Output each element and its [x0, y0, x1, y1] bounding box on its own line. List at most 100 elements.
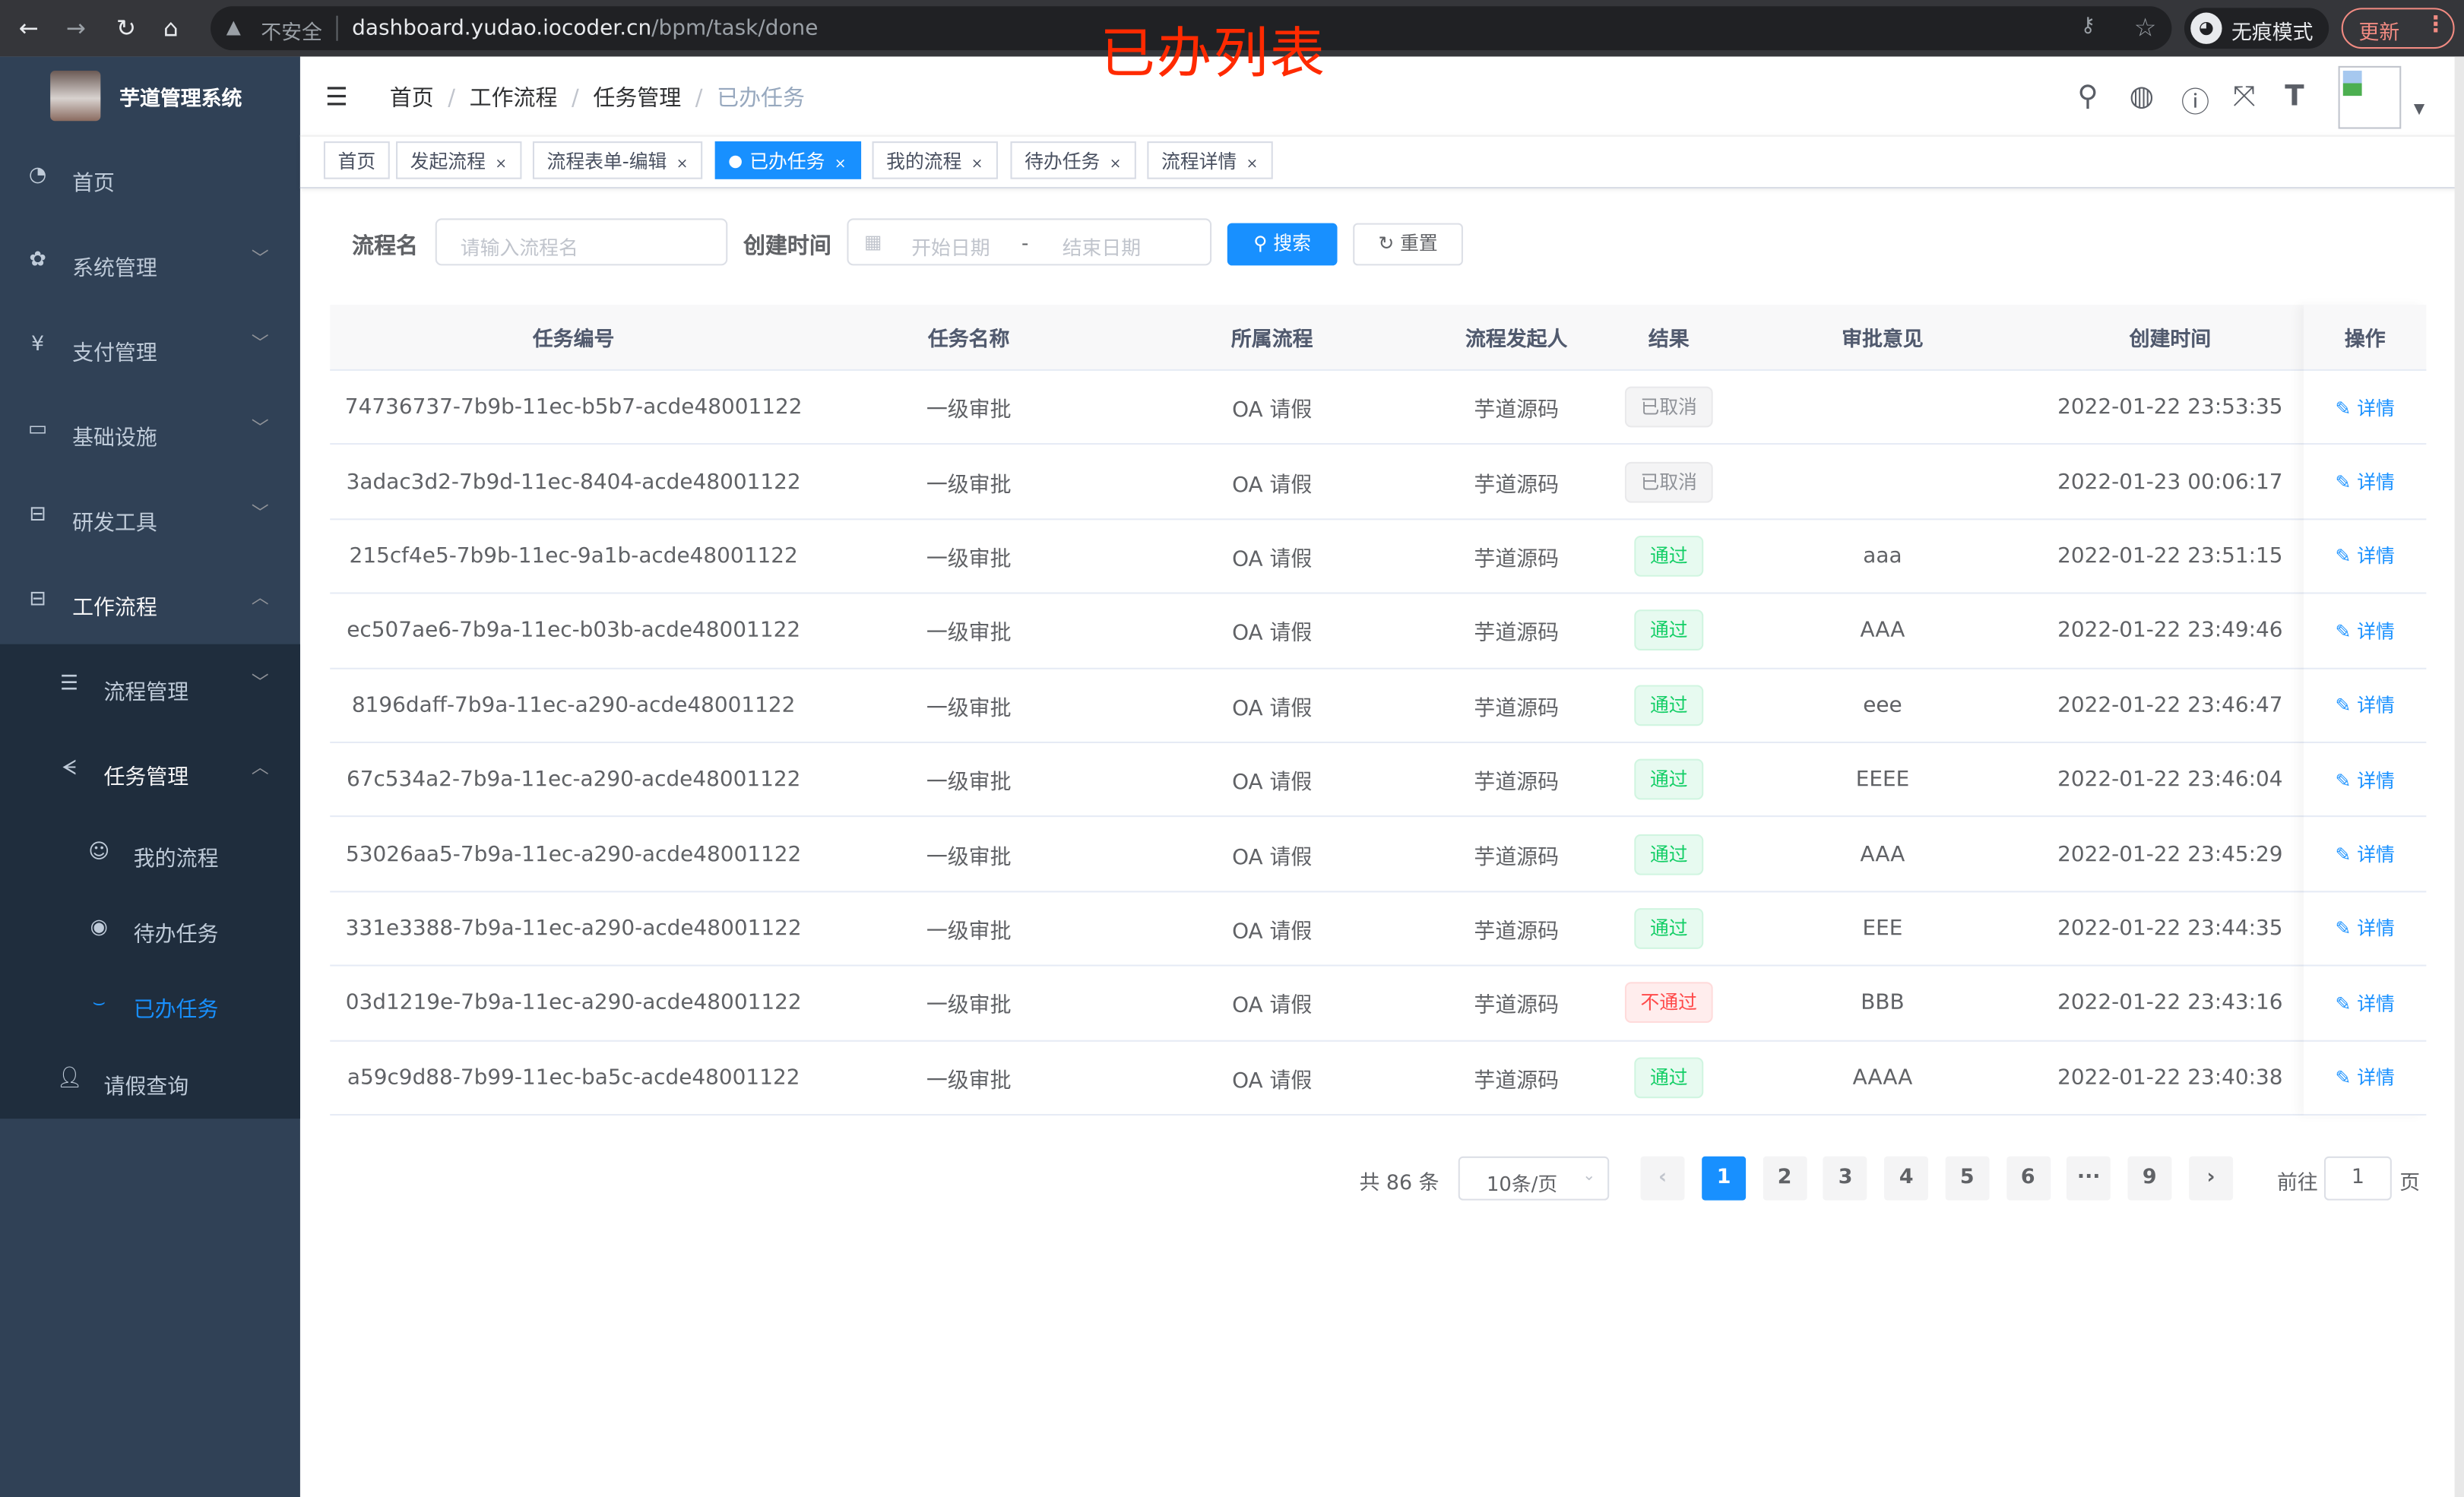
- task-id-cell: 74736737-7b9b-11ec-b5b7-acde48001122: [330, 371, 817, 444]
- result-badge: 通过: [1634, 609, 1704, 651]
- tag-home[interactable]: 首页: [323, 141, 390, 179]
- page-scrollbar[interactable]: [2454, 56, 2464, 1497]
- page-button[interactable]: 5: [1945, 1156, 1990, 1201]
- starter: 芋道源码: [1474, 397, 1560, 423]
- sidebar-item-pay[interactable]: ¥ 支付管理 ﹀: [0, 305, 300, 390]
- detail-link[interactable]: ✎ 详情: [2336, 468, 2395, 495]
- comment-cell: AAA: [1728, 818, 2036, 891]
- breadcrumb-item[interactable]: 工作流程: [469, 86, 558, 112]
- tag-done-tasks[interactable]: 已办任务 ×: [714, 141, 861, 179]
- hamburger-icon[interactable]: ☰: [325, 81, 348, 112]
- close-icon[interactable]: ×: [1246, 157, 1259, 173]
- search-icon[interactable]: ⚲: [2077, 80, 2098, 113]
- sidebar-item-infra[interactable]: ▭ 基础设施 ﹀: [0, 390, 300, 475]
- search-button[interactable]: ⚲ 搜索: [1227, 223, 1338, 266]
- page-button[interactable]: 6: [2006, 1156, 2051, 1201]
- sidebar-item-home[interactable]: ◔ 首页: [0, 135, 300, 220]
- sidebar-item-my-process[interactable]: ☺ 我的流程: [0, 814, 300, 889]
- action-cell: ✎ 详情: [2304, 818, 2426, 891]
- help-icon[interactable]: ⓘ: [2181, 86, 2210, 120]
- page-button[interactable]: 3: [1823, 1156, 1868, 1201]
- page-size-select[interactable]: 10条/页 ⌄: [1458, 1156, 1610, 1201]
- detail-link[interactable]: ✎ 详情: [2336, 692, 2395, 718]
- starter: 芋道源码: [1474, 472, 1560, 498]
- tag-form-edit[interactable]: 流程表单-编辑 ×: [532, 141, 702, 179]
- back-icon[interactable]: ←: [18, 14, 39, 43]
- user-icon: 👤︎: [56, 1066, 83, 1090]
- tag-process-detail[interactable]: 流程详情 ×: [1147, 141, 1272, 179]
- end-date-input[interactable]: 结束日期: [1062, 236, 1142, 260]
- close-icon[interactable]: ×: [1109, 157, 1122, 173]
- incognito-indicator[interactable]: ◕ 无痕模式: [2184, 8, 2329, 49]
- detail-link[interactable]: ✎ 详情: [2336, 617, 2395, 644]
- forward-icon[interactable]: →: [65, 14, 86, 43]
- close-icon[interactable]: ×: [971, 157, 983, 173]
- detail-link[interactable]: ✎ 详情: [2336, 915, 2395, 942]
- reset-button[interactable]: ↻ 重置: [1353, 223, 1463, 266]
- update-button[interactable]: 更新 ⋮: [2341, 8, 2455, 49]
- github-icon[interactable]: ◍: [2129, 80, 2155, 113]
- home-icon[interactable]: ⌂: [163, 14, 179, 43]
- breadcrumb-item[interactable]: 首页: [389, 86, 434, 112]
- page-button[interactable]: 2: [1762, 1156, 1807, 1201]
- sidebar-item-label: 请假查询: [103, 1074, 189, 1100]
- url[interactable]: dashboard.yudao.iocoder.cn/bpm/task/done: [352, 16, 818, 41]
- page-button[interactable]: 9: [2127, 1156, 2172, 1201]
- task-name: 一级审批: [926, 993, 1012, 1019]
- tag-todo[interactable]: 待办任务 ×: [1010, 141, 1135, 179]
- close-icon[interactable]: ×: [834, 157, 847, 173]
- page-button[interactable]: 1: [1702, 1156, 1747, 1201]
- breadcrumb: 首页 / 工作流程 / 任务管理 / 已办任务: [389, 86, 805, 112]
- sidebar-item-leave[interactable]: 👤︎ 请假查询: [0, 1040, 300, 1119]
- table-row: 215cf4e5-7b9b-11ec-9a1b-acde48001122 一级审批…: [330, 520, 2427, 594]
- process-name-input[interactable]: 请输入流程名: [435, 218, 728, 266]
- detail-link[interactable]: ✎ 详情: [2336, 766, 2395, 793]
- star-icon[interactable]: ☆: [2133, 12, 2157, 43]
- sidebar-item-todo[interactable]: ◉ 待办任务: [0, 889, 300, 964]
- task-name-cell: 一级审批: [817, 1041, 1120, 1114]
- goto-page-input[interactable]: 1: [2323, 1156, 2392, 1201]
- address-bar[interactable]: ▲ 不安全 dashboard.yudao.iocoder.cn/bpm/tas…: [211, 6, 2172, 51]
- eye-icon: ◉: [90, 916, 108, 940]
- task-id-cell: ec507ae6-7b9a-11ec-b03b-acde48001122: [330, 594, 817, 667]
- date-range-picker[interactable]: ▦ 开始日期 - 结束日期: [847, 218, 1212, 266]
- avatar[interactable]: [2338, 65, 2402, 129]
- task-icon: ᗕ: [62, 757, 77, 781]
- more-pages-button[interactable]: ···: [2067, 1156, 2111, 1201]
- process-name-cell: OA 请假: [1120, 967, 1424, 1040]
- action-cell: ✎ 详情: [2304, 520, 2426, 593]
- task-id: 8196daff-7b9a-11ec-a290-acde48001122: [351, 692, 796, 718]
- detail-label: 详情: [2357, 546, 2395, 568]
- close-icon[interactable]: ×: [495, 157, 507, 173]
- detail-link[interactable]: ✎ 详情: [2336, 840, 2395, 867]
- sidebar-item-done[interactable]: ⌣ 已办任务: [0, 965, 300, 1040]
- tag-my-process[interactable]: 我的流程 ×: [872, 141, 998, 179]
- detail-link[interactable]: ✎ 详情: [2336, 543, 2395, 569]
- sidebar-item-workflow[interactable]: ⊟ 工作流程 ︿: [0, 559, 300, 644]
- sidebar-item-task-mgmt[interactable]: ᗕ 任务管理 ︿: [0, 729, 300, 814]
- sidebar-item-process-mgmt[interactable]: ☰ 流程管理 ﹀: [0, 644, 300, 730]
- detail-link[interactable]: ✎ 详情: [2336, 989, 2395, 1016]
- font-size-icon[interactable]: T: [2285, 80, 2304, 113]
- prev-page-button[interactable]: ‹: [1640, 1156, 1685, 1201]
- caret-down-icon[interactable]: ▼: [2413, 102, 2425, 119]
- task-id: ec507ae6-7b9a-11ec-b03b-acde48001122: [347, 618, 801, 644]
- task-id-cell: 53026aa5-7b9a-11ec-a290-acde48001122: [330, 818, 817, 891]
- eye-closed-icon: ⌣: [92, 991, 106, 1015]
- sidebar-item-system[interactable]: ✿ 系统管理 ﹀: [0, 220, 300, 305]
- task-name: 一级审批: [926, 397, 1012, 423]
- page-button[interactable]: 4: [1884, 1156, 1929, 1201]
- starter: 芋道源码: [1474, 770, 1560, 796]
- reload-icon[interactable]: ↻: [116, 14, 137, 43]
- key-icon[interactable]: ⚷: [2080, 14, 2096, 38]
- breadcrumb-item[interactable]: 任务管理: [593, 86, 682, 112]
- tag-start-process[interactable]: 发起流程 ×: [396, 141, 521, 179]
- fullscreen-icon[interactable]: ⤧: [2233, 80, 2256, 113]
- detail-link[interactable]: ✎ 详情: [2336, 1064, 2395, 1090]
- sidebar-item-devtools[interactable]: ⊟ 研发工具 ﹀: [0, 474, 300, 559]
- next-page-button[interactable]: ›: [2189, 1156, 2234, 1201]
- close-icon[interactable]: ×: [676, 157, 689, 173]
- detail-link[interactable]: ✎ 详情: [2336, 394, 2395, 420]
- start-date-input[interactable]: 开始日期: [911, 236, 990, 260]
- task-name: 一级审批: [926, 844, 1012, 870]
